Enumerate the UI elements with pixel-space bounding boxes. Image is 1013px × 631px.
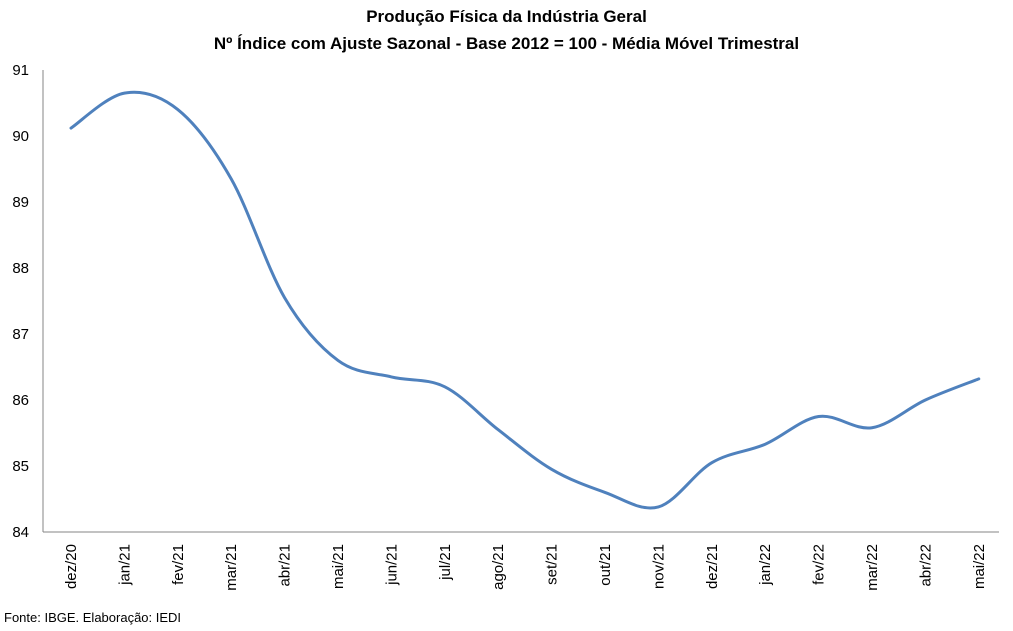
- x-tick-label: jan/22: [757, 544, 774, 586]
- data-point: [550, 468, 552, 470]
- x-tick-label: fev/22: [811, 544, 828, 585]
- x-tick-label: jan/21: [116, 544, 133, 586]
- data-point: [764, 443, 766, 445]
- chart-subtitle: Nº Índice com Ajuste Sazonal - Base 2012…: [213, 34, 800, 53]
- data-point: [924, 399, 926, 401]
- y-tick-label: 91: [12, 62, 29, 79]
- data-point: [283, 297, 285, 299]
- data-point: [337, 359, 339, 361]
- data-point: [657, 506, 659, 508]
- data-point: [604, 491, 606, 493]
- x-tick-label: mai/22: [971, 544, 988, 589]
- x-axis: dez/20 jan/21 fev/21 mar/21 abr/21 mai/21 jun/…: [43, 531, 999, 591]
- series-line: [69, 90, 981, 510]
- data-point: [123, 92, 125, 94]
- x-tick-label: abr/21: [277, 544, 294, 587]
- series-group: [69, 90, 981, 510]
- data-point: [711, 462, 713, 464]
- y-tick-label: 85: [12, 458, 29, 475]
- data-point: [390, 376, 392, 378]
- x-tick-label: dez/21: [704, 544, 721, 589]
- chart-title: Produção Física da Indústria Geral: [366, 7, 647, 26]
- x-tick-label: dez/20: [63, 544, 80, 589]
- data-point: [978, 378, 980, 380]
- x-tick-label: mar/22: [864, 544, 881, 591]
- x-tick-label: jun/21: [383, 544, 400, 586]
- data-point: [497, 429, 499, 431]
- source-note: Fonte: IBGE. Elaboração: IEDI: [4, 610, 182, 625]
- data-point: [817, 415, 819, 417]
- data-point: [70, 127, 72, 129]
- x-tick-label: out/21: [597, 544, 614, 586]
- x-tick-label: nov/21: [650, 544, 667, 589]
- y-tick-label: 90: [12, 128, 29, 145]
- x-tick-label: ago/21: [490, 544, 507, 590]
- x-tick-label: mar/21: [223, 544, 240, 591]
- x-tick-label: abr/22: [917, 544, 934, 587]
- x-tick-label: set/21: [544, 544, 561, 585]
- y-tick-label: 86: [12, 392, 29, 409]
- y-axis: 84 85 86 87 88 89 90 91: [12, 62, 44, 541]
- y-tick-label: 89: [12, 194, 29, 211]
- data-point: [177, 108, 179, 110]
- y-tick-label: 87: [12, 326, 29, 343]
- y-tick-label: 88: [12, 260, 29, 277]
- y-tick-label: 84: [12, 524, 29, 541]
- x-tick-label: mai/21: [330, 544, 347, 589]
- x-tick-label: fev/21: [170, 544, 187, 585]
- data-point: [444, 386, 446, 388]
- data-point: [230, 178, 232, 180]
- x-tick-label: jul/21: [437, 544, 454, 581]
- data-point: [871, 427, 873, 429]
